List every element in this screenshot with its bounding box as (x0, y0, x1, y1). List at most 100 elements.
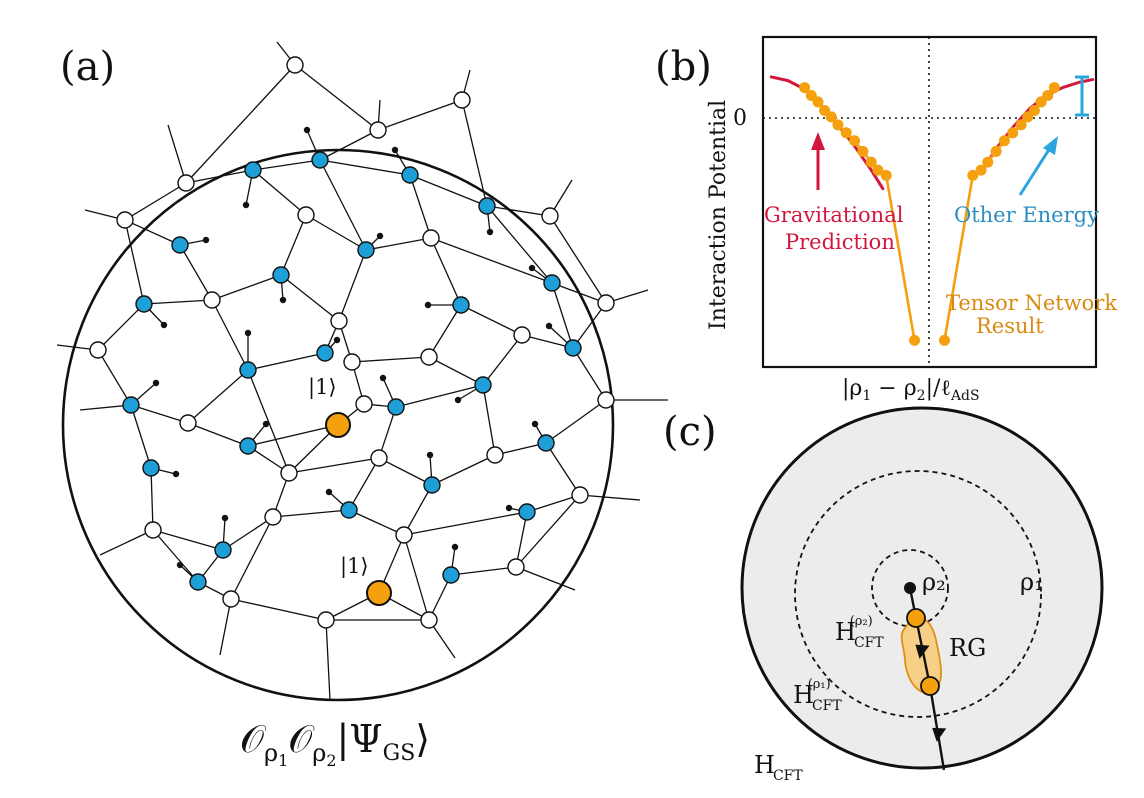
y-axis-label: Interaction Potential (706, 100, 731, 330)
rho1-label: ρ₁ (1020, 568, 1044, 596)
tensor-network-point (998, 135, 1010, 147)
boundary-leg (99, 529, 154, 556)
white-tensor-node (513, 326, 531, 344)
white-tensor-node (486, 446, 504, 464)
blue-tensor-node (478, 197, 496, 215)
white-tensor-node (395, 526, 413, 544)
network-nodes (89, 56, 615, 629)
network-edge (378, 457, 433, 486)
tensor-network-point (799, 82, 811, 94)
physical-leg-end (152, 379, 160, 387)
physical-leg-end (391, 146, 399, 154)
tensor-network-point (1042, 90, 1054, 102)
gravity-text-line1: Gravitational (764, 203, 904, 227)
panel-c: (c) ρ₂ ρ₁ RG HCFT(ρ₂) HCFT(ρ₁) HCFT (663, 406, 1104, 784)
tensor-network-point (825, 111, 837, 123)
tensor-network-point (975, 164, 987, 176)
white-tensor-node (330, 312, 348, 330)
network-edge (124, 219, 181, 246)
white-tensor-node (203, 291, 221, 309)
network-edges (56, 41, 668, 701)
boundary-leg (167, 124, 187, 184)
tensor-network-point (1028, 104, 1040, 116)
tensor-network-point (812, 96, 824, 108)
network-edge (409, 174, 488, 207)
blue-tensor-node (401, 166, 419, 184)
blue-tensor-node (543, 274, 561, 292)
tensor-network-point (849, 135, 861, 147)
physical-leg-end (333, 336, 341, 344)
physical-leg-end (424, 301, 432, 309)
blue-tensor-node (272, 266, 290, 284)
bulk-disk (740, 406, 1104, 770)
blue-tensor-node (442, 566, 460, 584)
network-edge (450, 566, 517, 576)
rho2-label: ρ₂ (922, 568, 946, 596)
network-edge (124, 182, 187, 221)
network-edge (211, 299, 249, 371)
blue-tensor-node (340, 501, 358, 519)
physical-leg-end (528, 264, 536, 272)
blue-tensor-node (311, 151, 329, 169)
network-edge (482, 334, 523, 386)
white-tensor-node (317, 611, 335, 629)
boundary-leg (325, 619, 331, 701)
network-edge (124, 219, 145, 305)
gravity-text-line2: Prediction (785, 230, 895, 254)
gravity-prediction-curve (769, 75, 885, 191)
tensor-network-point (840, 127, 852, 139)
network-edge (430, 237, 462, 306)
rho1-circle (794, 470, 1042, 718)
network-edge (230, 516, 274, 600)
network-edge (211, 274, 282, 301)
network-edge (185, 169, 254, 184)
network-edge (319, 159, 367, 251)
physical-leg-end (176, 561, 184, 569)
other-energy-text: Other Energy (954, 203, 1099, 227)
white-tensor-node (286, 56, 304, 74)
tensor-network-point (832, 119, 844, 131)
network-edge (403, 534, 430, 621)
network-edge (294, 64, 379, 131)
network-edge (428, 356, 484, 386)
white-tensor-node (264, 508, 282, 526)
blue-tensor-node (244, 161, 262, 179)
rg-flow-bottom (928, 685, 946, 771)
network-edge (409, 174, 432, 239)
rg-label: RG (949, 634, 986, 662)
tensor-network-point (1007, 127, 1019, 139)
state-label-upper: |1⟩ (308, 375, 337, 400)
network-edge (461, 99, 488, 207)
network-edge (395, 384, 484, 408)
physical-leg-end (376, 232, 384, 240)
state-label-lower: |1⟩ (340, 554, 369, 579)
tensor-network-point (857, 145, 869, 157)
blue-tensor-node (122, 396, 140, 414)
boundary-leg (579, 494, 641, 501)
flow-arrowhead-lower (932, 727, 947, 742)
white-tensor-node (420, 348, 438, 366)
white-tensor-node (597, 294, 615, 312)
network-edge (222, 516, 274, 551)
tensor-network-point (1015, 119, 1027, 131)
network-edge (431, 454, 496, 486)
tensor-network-point (982, 156, 994, 168)
network-edge (494, 442, 547, 456)
network-edge (150, 467, 154, 531)
white-tensor-node (420, 611, 438, 629)
white-tensor-node (280, 464, 298, 482)
blue-tensor-node (452, 296, 470, 314)
h-cft-rho2-label: HCFT(ρ₂) (835, 614, 884, 651)
rho2-point (906, 608, 926, 628)
network-edge (97, 303, 145, 351)
physical-leg-end (221, 514, 229, 522)
network-edge (130, 404, 189, 424)
white-tensor-node (297, 206, 315, 224)
white-tensor-node (89, 341, 107, 359)
network-edge (247, 352, 326, 371)
network-edge (572, 302, 607, 349)
network-edge (403, 511, 528, 536)
excited-node-upper (325, 412, 351, 438)
physical-leg-end (279, 296, 287, 304)
